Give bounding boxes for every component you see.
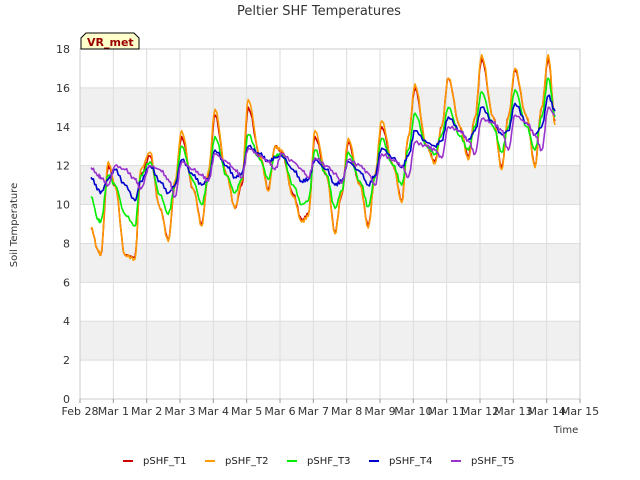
x-axis-label: Time [553,425,578,436]
y-axis-label: Soil Temperature [9,183,20,268]
series-line-pSHF_T2 [91,53,556,262]
y-tick-label: 16 [56,82,70,95]
x-tick-label: Mar 5 [231,405,262,418]
legend-label: pSHF_T3 [307,456,350,467]
plot-band [80,321,580,361]
legend-label: pSHF_T4 [389,456,432,467]
plot-frame [79,48,581,400]
x-tick-label: Mar 8 [331,405,362,418]
y-tick-label: 8 [63,237,70,250]
series-lines [90,53,556,262]
x-tick-label: Mar 9 [364,405,395,418]
x-axis-ticks: Feb 28 Mar 1 Mar 2 Mar 3 Mar 4 Mar 5 Mar 6 Mar … [62,399,599,418]
x-tick-label: Mar 1 [98,405,129,418]
series-line-pSHF_T5 [90,106,556,198]
y-tick-label: 6 [63,276,70,289]
y-axis-ticks: 0 2 4 6 8 10 12 14 16 18 [56,43,70,406]
x-tick-label: Mar 4 [198,405,229,418]
x-tick-label: Mar 6 [264,405,295,418]
legend: pSHF_T1 pSHF_T2 pSHF_T3 pSHF_T4 pSHF_T5 [123,456,514,467]
y-tick-label: 18 [56,43,70,56]
plot-background-bands [80,87,580,361]
x-tick-label: Mar 14 [528,405,566,418]
series-line-pSHF_T4 [90,94,556,202]
x-tick-label: Feb 28 [62,405,99,418]
x-tick-label: Mar 12 [461,405,499,418]
x-tick-label: Mar 13 [494,405,532,418]
station-badge: VR_met [80,32,140,50]
x-tick-label: Mar 2 [131,405,162,418]
x-tick-label: Mar 3 [164,405,195,418]
y-tick-label: 4 [63,315,70,328]
y-tick-label: 12 [56,160,70,173]
x-tick-label: Mar 7 [298,405,329,418]
plot-band [80,243,580,283]
station-badge-label: VR_met [87,36,134,49]
y-tick-label: 0 [63,393,70,406]
chart-title: Peltier SHF Temperatures [237,4,401,19]
x-tick-label: Mar 11 [428,405,466,418]
legend-label: pSHF_T2 [225,456,268,467]
legend-label: pSHF_T5 [471,456,514,467]
x-tick-label: Mar 15 [561,405,599,418]
station-badge-box [80,32,140,50]
x-tick-label: Mar 10 [394,405,432,418]
plot-band [80,87,580,127]
y-tick-label: 10 [56,199,70,212]
legend-label: pSHF_T1 [143,456,186,467]
y-tick-label: 2 [63,354,70,367]
y-tick-label: 14 [56,121,70,134]
